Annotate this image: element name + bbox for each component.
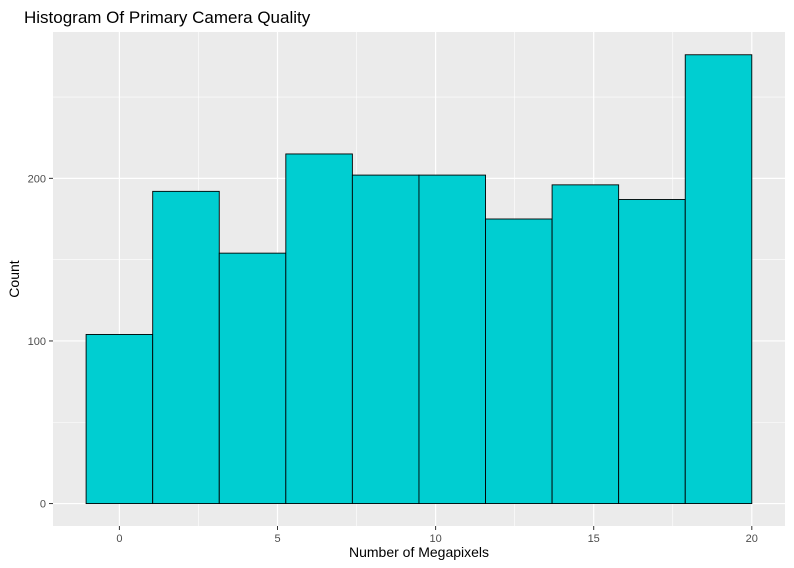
y-tick-label: 100 xyxy=(28,336,46,348)
histogram-bar-3 xyxy=(218,252,287,505)
histogram-bar-10 xyxy=(684,54,753,505)
histogram-bar-7 xyxy=(485,218,553,505)
histogram-bars xyxy=(85,54,753,505)
y-tick-label: 200 xyxy=(28,173,46,185)
histogram-bar-1 xyxy=(85,333,154,505)
histogram-bar-8 xyxy=(551,184,620,505)
y-axis-ticks: 0 100 200 xyxy=(28,173,53,511)
x-tick-label: 0 xyxy=(116,533,122,545)
x-tick-label: 20 xyxy=(746,533,758,545)
x-axis-ticks: 0 5 10 15 20 xyxy=(116,526,758,545)
histogram-bar-5 xyxy=(351,174,420,505)
histogram-bar-6 xyxy=(418,174,486,505)
histogram-bar-4 xyxy=(285,153,353,505)
chart-title: Histogram Of Primary Camera Quality xyxy=(24,8,311,27)
x-tick-label: 15 xyxy=(588,533,600,545)
y-tick-label: 0 xyxy=(40,499,46,511)
x-tick-label: 5 xyxy=(274,533,280,545)
x-tick-label: 10 xyxy=(429,533,441,545)
histogram-bar-9 xyxy=(618,199,686,505)
y-axis-title: Count xyxy=(6,260,22,297)
histogram-bar-2 xyxy=(152,190,220,505)
x-axis-title: Number of Megapixels xyxy=(349,544,489,560)
